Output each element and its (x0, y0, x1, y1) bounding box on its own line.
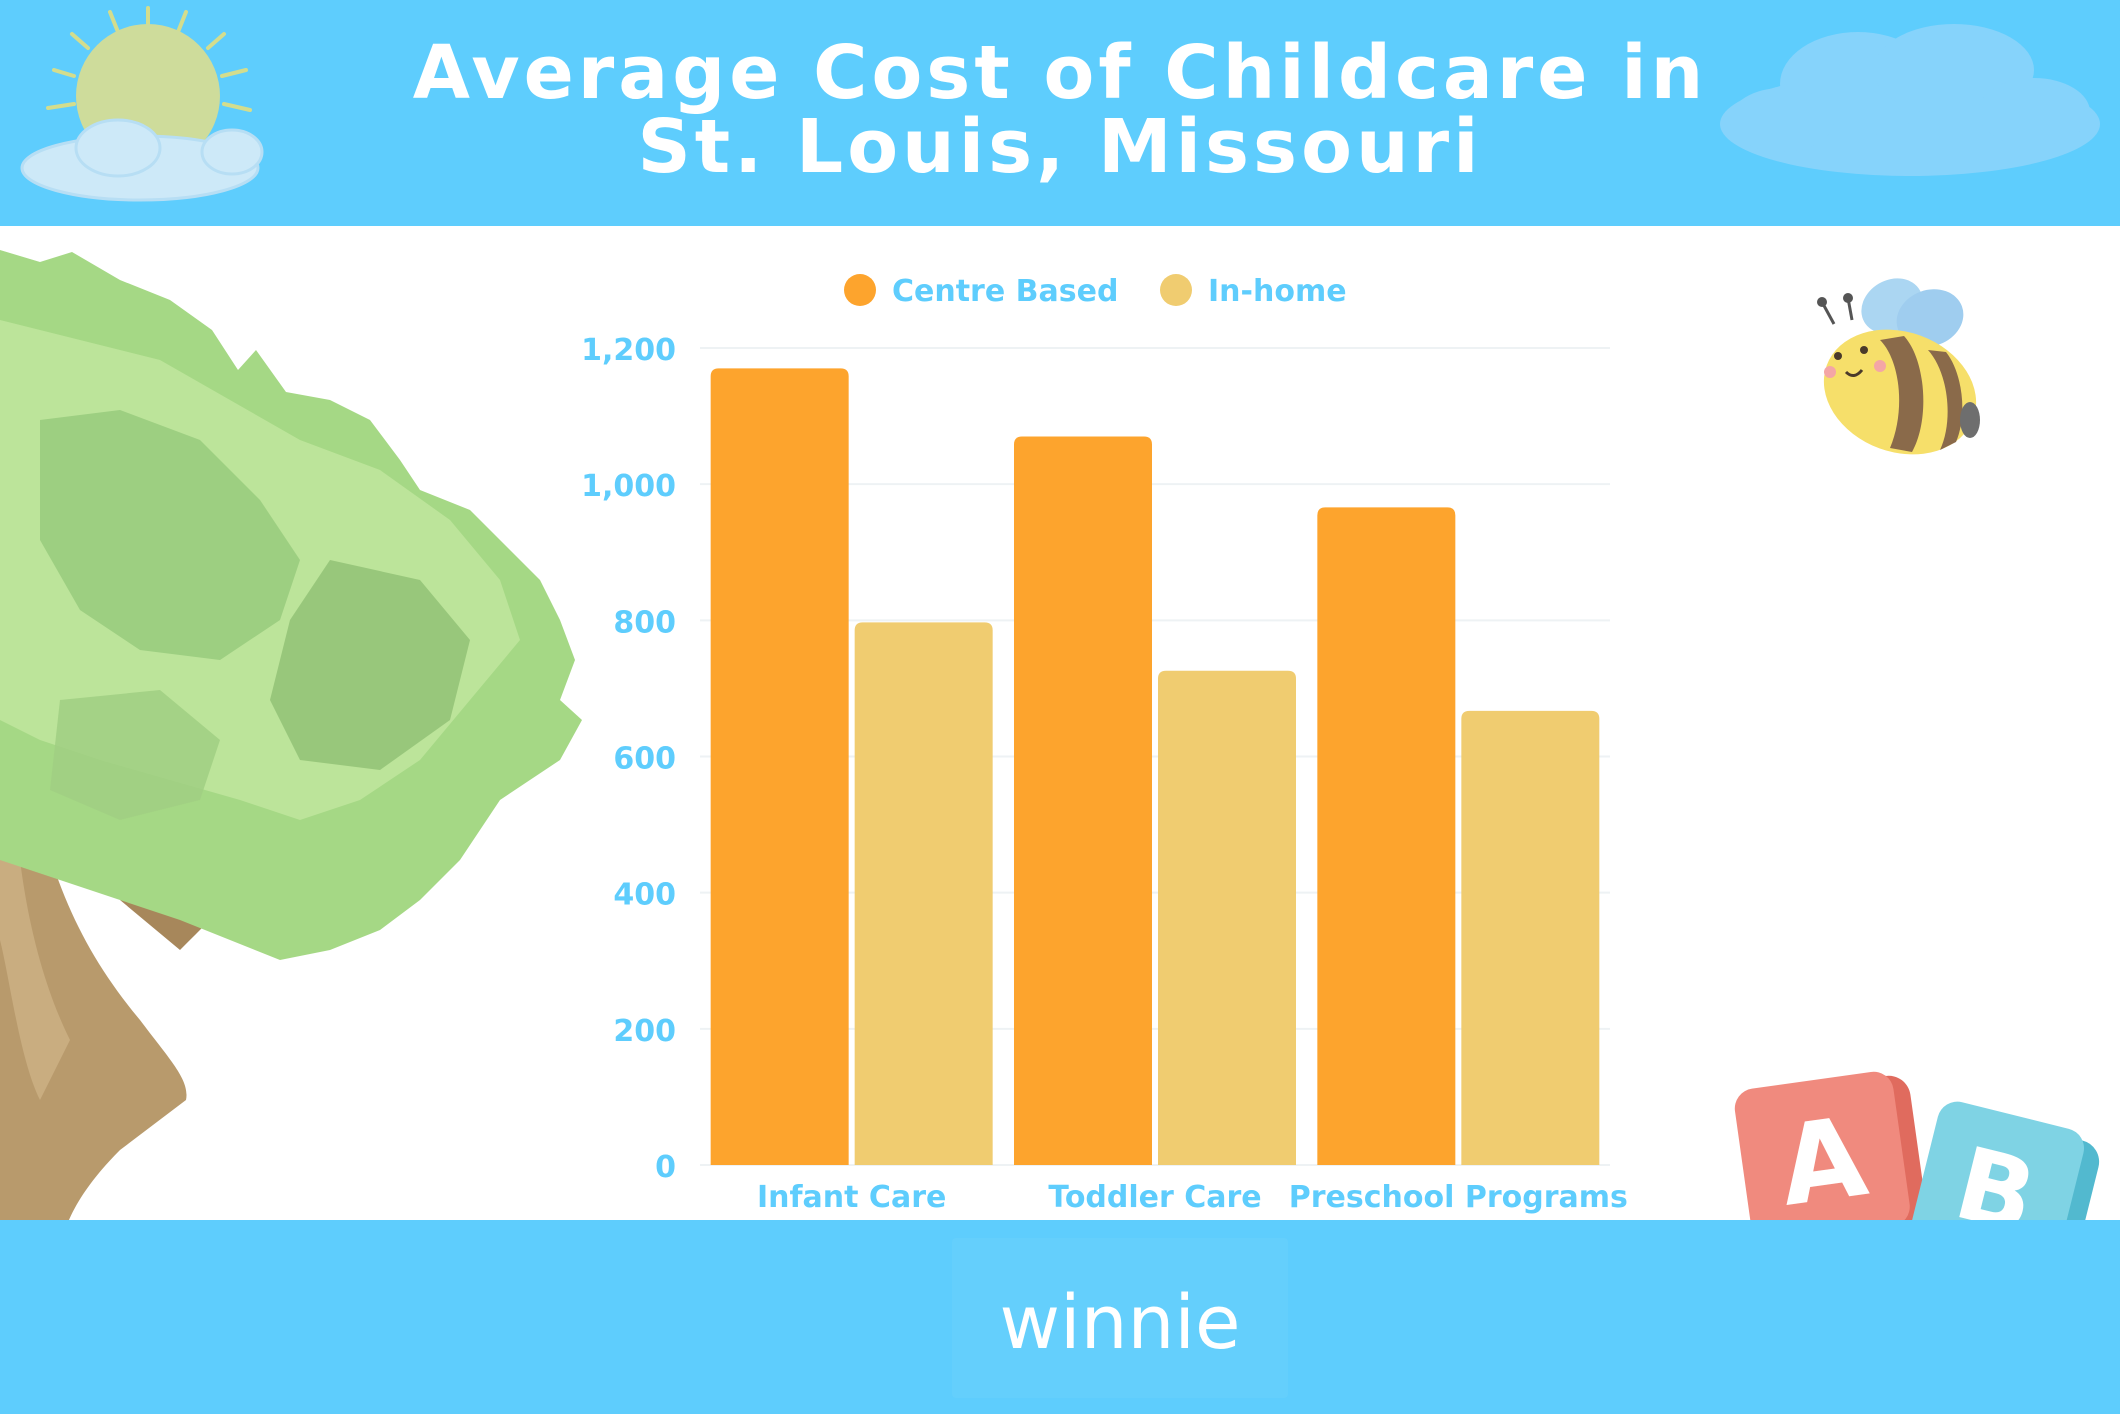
cloud-icon (20, 118, 264, 202)
cloud-icon (1720, 24, 2100, 176)
y-tick-label: 1,200 (581, 333, 676, 368)
x-tick-label: Toddler Care (1048, 1180, 1261, 1215)
title-line-1: Average Cost of Childcare in (412, 30, 1708, 116)
bee-icon (1817, 278, 1980, 455)
legend-label: Centre Based (892, 274, 1118, 309)
chart-title: Average Cost of Childcare in St. Louis, … (0, 36, 2120, 184)
bars (710, 368, 1600, 1166)
gridlines (700, 347, 1610, 1166)
title-line-2: St. Louis, Missouri (637, 104, 1483, 190)
bar-centre-based-preschool-programs (1317, 507, 1456, 1165)
logo-box (952, 1238, 1288, 1398)
x-tick-label: Preschool Programs (1289, 1180, 1628, 1215)
winnie-logo: winnie (999, 1280, 1241, 1366)
bar-centre-based-infant-care (710, 368, 849, 1165)
bar-in-home-infant-care (854, 622, 993, 1165)
y-tick-label: 0 (655, 1150, 676, 1185)
axis-labels: 0 200 400 600 800 1,000 1,200 Infant Care Toddle… (581, 333, 1628, 1215)
y-tick-label: 200 (613, 1014, 676, 1049)
x-tick-label: Infant Care (757, 1180, 946, 1215)
y-tick-label: 800 (613, 605, 676, 640)
y-tick-label: 400 (613, 878, 676, 913)
legend-swatch (1160, 274, 1192, 306)
bar-in-home-preschool-programs (1461, 710, 1600, 1165)
bar-in-home-toddler-care (1158, 670, 1296, 1165)
svg-text:A: A (1772, 1092, 1874, 1231)
bar-centre-based-toddler-care (1014, 436, 1152, 1166)
y-tick-label: 1,000 (581, 469, 676, 504)
legend-swatch (844, 274, 876, 306)
legend-label: In-home (1208, 274, 1347, 309)
y-tick-label: 600 (613, 742, 676, 777)
legend: Centre Based In-home (844, 274, 1347, 309)
